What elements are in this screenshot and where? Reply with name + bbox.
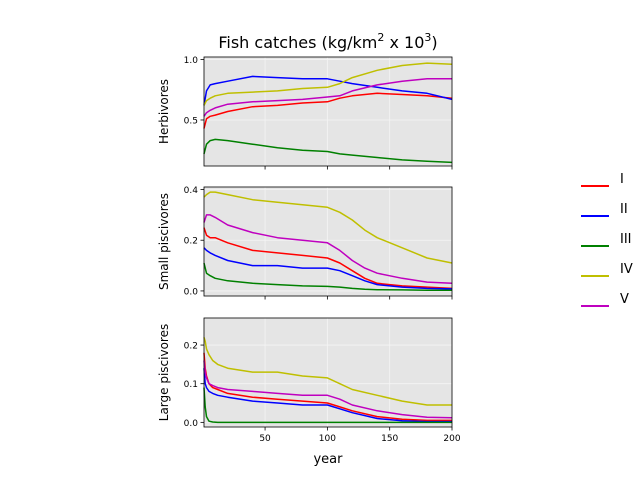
- series-line-III: [203, 387, 452, 424]
- y-tick-label: 1.0: [184, 56, 199, 66]
- series-line-III: [203, 138, 453, 164]
- plot-frame: [203, 186, 453, 297]
- y-tick-label: 0.4: [184, 186, 199, 196]
- legend-label: I: [620, 172, 624, 187]
- series-line-V: [203, 78, 452, 117]
- series-line-V: [203, 360, 453, 419]
- y-axis-label: Small piscivores: [157, 193, 171, 290]
- y-axis-label: Herbivores: [157, 79, 171, 144]
- series-line-I: [203, 227, 453, 290]
- panel-3: 50 100 150 200 0.0 0.1 0.2 Large piscivores: [157, 317, 461, 444]
- plot-frame: [203, 317, 453, 428]
- x-tick-label: 200: [443, 434, 460, 444]
- x-tick-label: 50: [259, 434, 271, 444]
- x-tick-label: 100: [319, 434, 336, 444]
- series-line-V: [203, 214, 453, 285]
- legend-label: V: [620, 292, 629, 307]
- chart-title: Fish catches (kg/km2 x 103): [218, 31, 437, 52]
- plot-frame: [203, 56, 453, 167]
- series-line-I: [203, 92, 453, 129]
- y-tick-label: 0.0: [184, 287, 199, 297]
- x-axis-label: year: [313, 452, 343, 467]
- series-line-III: [203, 262, 452, 291]
- y-axis-label: Large piscivores: [157, 324, 171, 421]
- legend-label: IV: [620, 262, 633, 277]
- plot-background: [204, 318, 452, 427]
- series-line-II: [203, 368, 452, 423]
- legend-label: II: [620, 202, 628, 217]
- series-line-II: [203, 75, 453, 106]
- y-tick-label: 0.1: [184, 380, 198, 390]
- series-line-IV: [203, 62, 453, 106]
- y-tick-label: 0.2: [184, 342, 198, 352]
- series-line-IV: [203, 191, 453, 264]
- y-tick-label: 0.5: [184, 116, 198, 126]
- panel-2: 0.0 0.2 0.4 Small piscivores: [157, 186, 453, 300]
- panel-1: 0.5 1.0 Herbivores: [157, 56, 453, 170]
- series-line-II: [203, 247, 453, 290]
- plot-background: [204, 187, 452, 296]
- series-line-IV: [203, 337, 452, 406]
- x-tick-label: 150: [381, 434, 398, 444]
- plot-background: [204, 57, 452, 166]
- legend-label: III: [620, 232, 632, 247]
- y-tick-label: 0.2: [184, 237, 198, 247]
- y-tick-label: 0.0: [184, 419, 199, 429]
